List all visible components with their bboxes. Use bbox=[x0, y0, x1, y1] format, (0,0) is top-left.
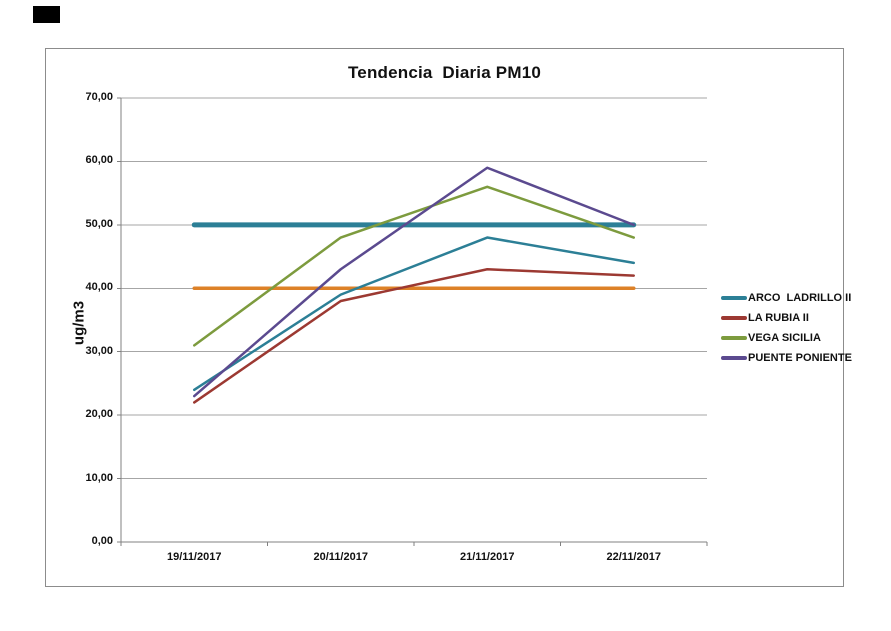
legend-swatch-icon bbox=[721, 296, 747, 300]
legend-item-3: PUENTE PONIENTE bbox=[721, 348, 852, 368]
legend-label: ARCO LADRILLO II bbox=[748, 292, 852, 304]
chart-title: Tendencia Diaria PM10 bbox=[347, 63, 542, 82]
x-tick-label: 20/11/2017 bbox=[313, 551, 368, 563]
x-tick-label: 22/11/2017 bbox=[606, 551, 661, 563]
line-chart-canvas bbox=[117, 97, 708, 546]
y-tick-label: 60,00 bbox=[85, 154, 113, 167]
y-tick-label: 0,00 bbox=[91, 535, 113, 547]
y-tick-label: 40,00 bbox=[85, 281, 113, 294]
top-left-black-mark bbox=[33, 6, 60, 23]
legend-label: VEGA SICILIA bbox=[748, 332, 821, 344]
legend-item-0: ARCO LADRILLO II bbox=[721, 288, 852, 308]
series-line-3 bbox=[193, 166, 635, 398]
y-tick-label: 20,00 bbox=[85, 408, 113, 421]
x-tick-label: 21/11/2017 bbox=[460, 551, 515, 563]
legend-swatch-icon bbox=[721, 336, 747, 340]
legend-swatch-icon bbox=[721, 356, 747, 360]
y-tick-label: 10,00 bbox=[85, 471, 113, 484]
legend-label: LA RUBIA II bbox=[748, 312, 809, 324]
legend-label: PUENTE PONIENTE bbox=[748, 352, 852, 364]
legend-item-2: VEGA SICILIA bbox=[721, 328, 852, 348]
y-tick-label: 70,00 bbox=[85, 91, 113, 103]
series-line-1 bbox=[193, 268, 635, 404]
y-tick-label: 30,00 bbox=[85, 344, 113, 357]
legend: ARCO LADRILLO II LA RUBIA II VEGA SICILIA P… bbox=[721, 288, 852, 368]
x-tick-label: 19/11/2017 bbox=[167, 551, 222, 563]
series-line-2 bbox=[193, 185, 635, 347]
series-line-0 bbox=[193, 236, 635, 392]
y-tick-label: 50,00 bbox=[85, 217, 113, 230]
legend-item-1: LA RUBIA II bbox=[721, 308, 852, 328]
chart-frame: Tendencia Diaria PM10 ug/m3 0,00 10,00 20,… bbox=[45, 48, 852, 587]
legend-swatch-icon bbox=[721, 316, 747, 320]
